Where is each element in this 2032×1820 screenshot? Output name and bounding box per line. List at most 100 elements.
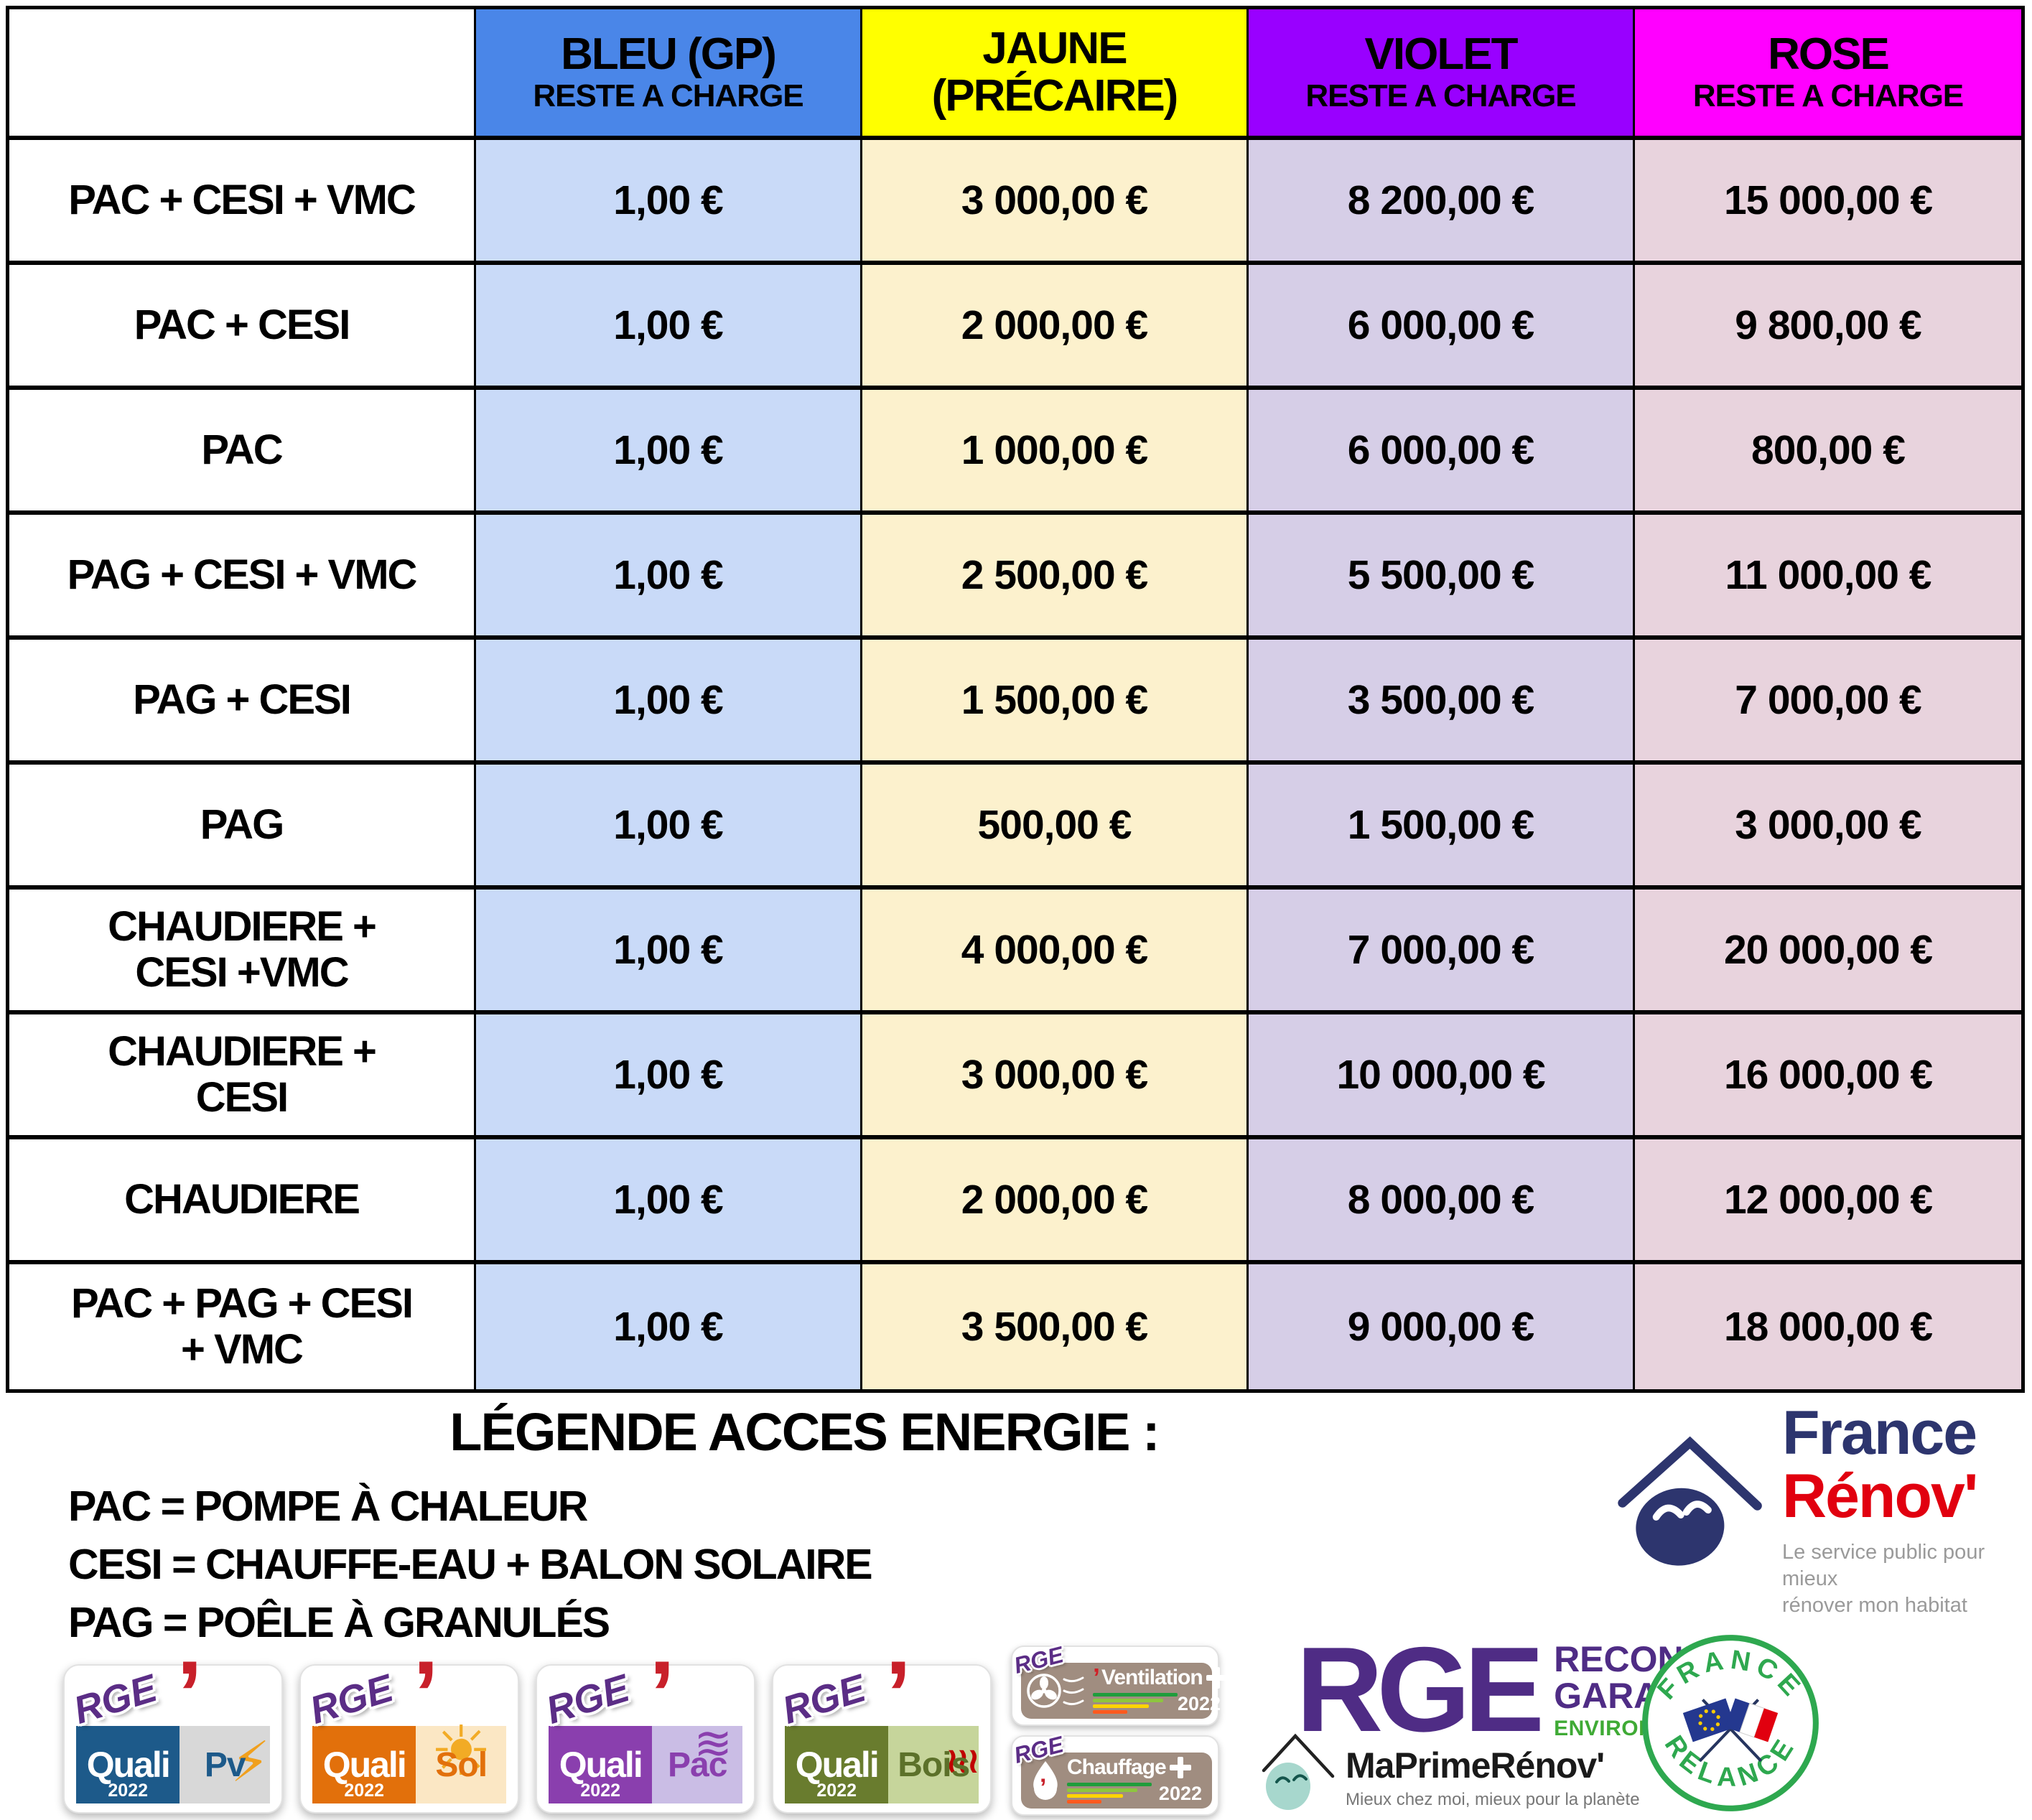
row-label: PAC + CESI + VMC (9, 140, 476, 265)
crossed-flags-icon (1682, 1698, 1779, 1763)
plus-icon (1206, 1667, 1228, 1689)
price-cell: 7 000,00 € (1249, 890, 1635, 1014)
quali-wordmark: Quali (86, 1745, 171, 1785)
price-cell: 1,00 € (476, 140, 862, 265)
france-renov-tagline-line1: Le service public pour mieux (1782, 1541, 1985, 1590)
france-renov-house-icon (1618, 1436, 1762, 1566)
energy-bars-icon (1093, 1693, 1178, 1714)
price-cell: 11 000,00 € (1635, 515, 2021, 640)
rge-chauffage-plus-badge: RGE ’ Chauffage 2022 (1011, 1731, 1219, 1816)
plus-badge-label: Ventilation (1101, 1666, 1203, 1689)
price-cell: 1,00 € (476, 640, 862, 765)
energy-bars-icon (1067, 1783, 1152, 1803)
column-header-violet: VIOLET RESTE A CHARGE (1249, 9, 1635, 140)
price-cell: 3 500,00 € (1249, 640, 1635, 765)
row-label: PAG + CESI + VMC (9, 515, 476, 640)
price-cell: 1,00 € (476, 390, 862, 515)
rge-label: RGE (304, 1666, 399, 1732)
apostrophe-icon: ’ (1093, 1663, 1101, 1692)
badge-year: 2022 (1158, 1783, 1202, 1804)
price-cell: 2 500,00 € (862, 515, 1249, 640)
price-cell: 1 500,00 € (862, 640, 1249, 765)
price-cell: 1,00 € (476, 515, 862, 640)
sun-icon: ☀ (430, 1713, 493, 1790)
flame-icon: ’ (1033, 1761, 1058, 1801)
legend-items: PAC = POMPE À CHALEUR CESI = CHAUFFE-EAU… (68, 1478, 873, 1652)
rge-qualisol-badge: RGE ’ Quali 2022 ☀ Sol (299, 1647, 519, 1814)
row-label: PAC (9, 390, 476, 515)
france-renov-name-line1: France (1782, 1399, 1977, 1467)
rge-qualipv-badge: RGE ’ Quali 2022 ⚡ Pv (63, 1647, 283, 1814)
rge-label: RGE (68, 1666, 162, 1732)
legend-title: LÉGENDE ACCES ENERGIE : (449, 1402, 1160, 1462)
rge-qualibois-badge: RGE ’ Quali 2022 ≀≀≀ Bois (772, 1647, 992, 1814)
badge-suffix: Bois (898, 1745, 970, 1784)
quali-wordmark: Quali (322, 1745, 407, 1785)
maprimerenov-house-icon (1262, 1733, 1335, 1810)
price-cell: 9 800,00 € (1635, 265, 2021, 390)
legend-item-cesi: CESI = CHAUFFE-EAU + BALON SOLAIRE (68, 1541, 873, 1588)
price-cell: 7 000,00 € (1635, 640, 2021, 765)
column-header-rose: ROSE RESTE A CHARGE (1635, 9, 2021, 140)
apostrophe-icon: ’ (413, 1641, 439, 1746)
maprimerenov-logo: MaPrimeRénov' Mieux chez moi, mieux pour… (1254, 1726, 1640, 1812)
price-cell: 1,00 € (476, 890, 862, 1014)
price-cell: 800,00 € (1635, 390, 2021, 515)
badge-suffix: Pv (204, 1745, 246, 1784)
maprimerenov-tagline: Mieux chez moi, mieux pour la planète (1346, 1790, 1640, 1809)
price-table: BLEU (GP) RESTE A CHARGE JAUNE (PRÉCAIRE… (6, 6, 2025, 1393)
qualipac-box: Quali 2022 ≋ Pac (549, 1720, 742, 1803)
badge-year: 2022 (1178, 1693, 1221, 1714)
column-header-subtitle: RESTE A CHARGE (533, 78, 803, 113)
price-cell: 16 000,00 € (1635, 1014, 2021, 1139)
price-cell: 5 500,00 € (1249, 515, 1635, 640)
waves-icon: ≋ (694, 1717, 732, 1769)
price-cell: 10 000,00 € (1249, 1014, 1635, 1139)
price-cell: 8 200,00 € (1249, 140, 1635, 265)
rge-label: RGE (777, 1666, 871, 1732)
france-renov-logo: France Rénov' Le service public pour mie… (1611, 1401, 2024, 1619)
price-cell: 1,00 € (476, 265, 862, 390)
rge-acronym: RGE (1296, 1622, 1544, 1757)
legend-item-pac: PAC = POMPE À CHALEUR (68, 1483, 588, 1530)
qualibois-box: Quali 2022 ≀≀≀ Bois (785, 1726, 980, 1803)
badge-year: 2022 (344, 1781, 385, 1801)
table-corner-cell (9, 9, 476, 140)
price-cell: 6 000,00 € (1249, 265, 1635, 390)
price-cell: 1,00 € (476, 1264, 862, 1389)
badge-year: 2022 (580, 1781, 621, 1801)
price-cell: 12 000,00 € (1635, 1139, 2021, 1264)
row-label: PAG + CESI (9, 640, 476, 765)
quali-wordmark: Quali (559, 1745, 643, 1785)
apostrophe-icon: ’ (885, 1641, 912, 1746)
price-cell: 3 000,00 € (862, 140, 1249, 265)
price-cell: 2 000,00 € (862, 1139, 1249, 1264)
price-cell: 1 500,00 € (1249, 765, 1635, 890)
france-renov-tagline: Le service public pour mieux rénover mon… (1782, 1539, 2024, 1619)
fan-icon (1027, 1674, 1084, 1708)
row-label: CHAUDIERE (9, 1139, 476, 1264)
rge-qualipac-badge: RGE ’ Quali 2022 ≋ Pac (536, 1647, 755, 1814)
qualisol-box: Quali 2022 ☀ Sol (312, 1713, 506, 1803)
column-header-jaune: JAUNE (PRÉCAIRE) (862, 9, 1249, 140)
maprimerenov-name: MaPrimeRénov' (1346, 1745, 1605, 1786)
badge-suffix: Sol (435, 1745, 488, 1784)
legend-item-pag: PAG = POÊLE À GRANULÉS (68, 1599, 610, 1646)
row-label: PAC + PAG + CESI + VMC (9, 1264, 476, 1389)
plus-badge-label: Chauffage (1067, 1755, 1167, 1779)
row-label: PAC + CESI (9, 265, 476, 390)
france-renov-name-line2: Rénov' (1782, 1462, 1978, 1531)
price-cell: 15 000,00 € (1635, 140, 2021, 265)
price-cell: 18 000,00 € (1635, 1264, 2021, 1389)
france-relance-logo: FRANCE RELANCE (1642, 1635, 1819, 1811)
svg-text:’: ’ (1040, 1774, 1046, 1801)
badge-year: 2022 (816, 1781, 857, 1801)
column-header-subtitle: RESTE A CHARGE (1305, 78, 1576, 113)
apostrophe-icon: ’ (177, 1641, 203, 1746)
rge-ventilation-plus-badge: RGE ’ Ventilation (1011, 1641, 1228, 1726)
price-cell: 1,00 € (476, 1139, 862, 1264)
france-renov-tagline-line2: rénover mon habitat (1782, 1594, 1967, 1617)
price-cell: 500,00 € (862, 765, 1249, 890)
price-cell: 8 000,00 € (1249, 1139, 1635, 1264)
